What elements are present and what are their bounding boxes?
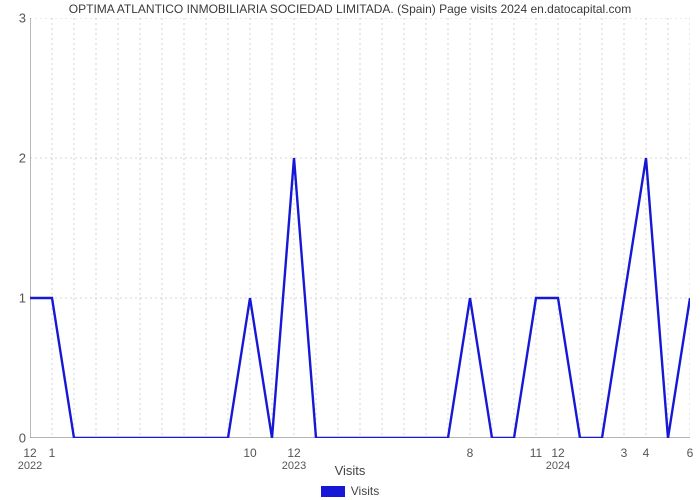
plot-area <box>30 18 690 438</box>
chart-svg <box>30 18 690 438</box>
x-tick-month: 8 <box>467 446 474 460</box>
x-tick-month: 1 <box>49 446 56 460</box>
y-tick-label: 2 <box>10 151 26 166</box>
x-tick-month: 12 <box>551 446 564 460</box>
y-tick-label: 3 <box>10 11 26 26</box>
y-tick-label: 1 <box>10 291 26 306</box>
x-tick-month: 6 <box>687 446 694 460</box>
visits-chart: OPTIMA ATLANTICO INMOBILIARIA SOCIEDAD L… <box>0 0 700 500</box>
x-tick-month: 12 <box>23 446 36 460</box>
x-tick-month: 4 <box>643 446 650 460</box>
x-axis-label: Visits <box>0 463 700 478</box>
x-tick-month: 12 <box>287 446 300 460</box>
x-tick-month: 3 <box>621 446 628 460</box>
x-tick-month: 11 <box>530 446 542 460</box>
x-tick-month: 10 <box>243 446 256 460</box>
legend-swatch <box>321 486 345 497</box>
chart-title: OPTIMA ATLANTICO INMOBILIARIA SOCIEDAD L… <box>0 2 700 16</box>
y-tick-label: 0 <box>10 431 26 446</box>
legend-label: Visits <box>351 484 379 498</box>
legend: Visits <box>0 484 700 498</box>
